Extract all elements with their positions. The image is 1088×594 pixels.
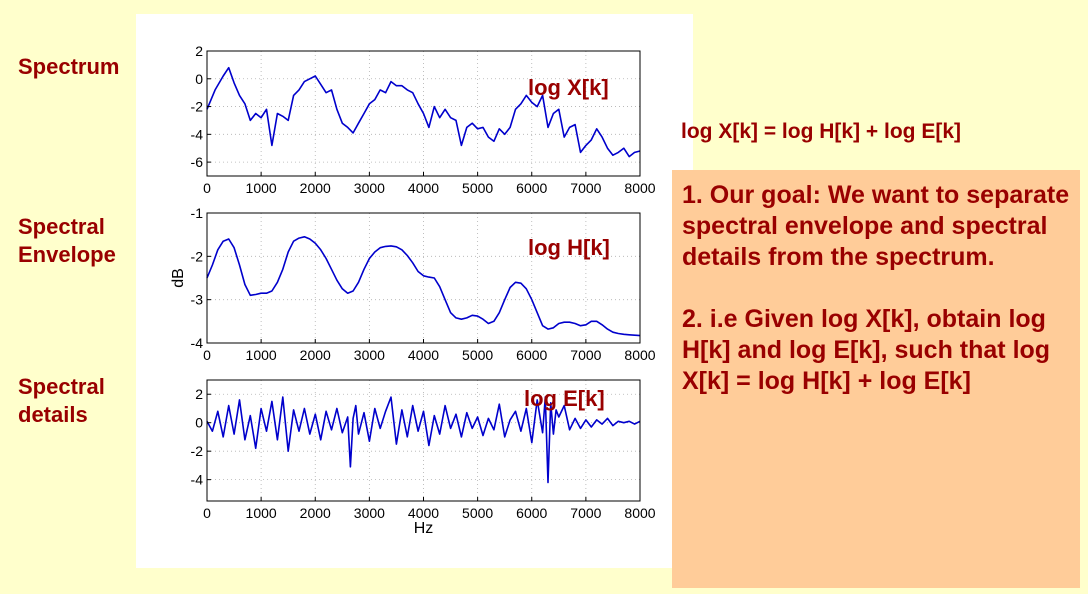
y-tick-label: -6 — [191, 154, 204, 170]
series-line-2 — [206, 236, 641, 337]
x-tick-label: 1000 — [246, 180, 277, 196]
x-tick-label: 7000 — [570, 505, 601, 521]
info-point-1: 1. Our goal: We want to separate spectra… — [682, 181, 1070, 271]
x-tick-label: 3000 — [354, 180, 385, 196]
equation-text: log X[k] = log H[k] + log E[k] — [681, 120, 962, 143]
label-spectral-details: Spectral details — [18, 373, 105, 429]
info-point-2: 2. i.e Given log X[k], obtain log H[k] a… — [682, 305, 1051, 395]
label-envelope-line1: Spectral — [18, 214, 105, 239]
y-tick-label: -2 — [191, 248, 204, 264]
label-spectral-envelope: Spectral Envelope — [18, 213, 116, 269]
y-tick-label: 2 — [195, 43, 203, 59]
x-tick-label: 6000 — [516, 180, 547, 196]
label-spectrum-text: Spectrum — [18, 54, 120, 79]
x-tick-label: 4000 — [408, 347, 439, 363]
x-tick-label: 7000 — [570, 347, 601, 363]
y-tick-label: 0 — [195, 415, 203, 431]
x-tick-label: 7000 — [570, 180, 601, 196]
x-tick-label: 1000 — [246, 347, 277, 363]
y-tick-label: -3 — [191, 292, 204, 308]
x-tick-label: 6000 — [516, 347, 547, 363]
y-tick-label: -4 — [191, 472, 204, 488]
x-tick-label: 8000 — [624, 347, 655, 363]
x-tick-label: 8000 — [624, 505, 655, 521]
x-axis-label: Hz — [414, 520, 434, 537]
x-tick-label: 2000 — [300, 505, 331, 521]
x-tick-label: 5000 — [462, 505, 493, 521]
info-box: 1. Our goal: We want to separate spectra… — [672, 170, 1080, 588]
y-tick-label: -2 — [191, 99, 204, 115]
series-line-3 — [206, 396, 641, 484]
label-envelope-line2: Envelope — [18, 242, 116, 267]
x-tick-label: 0 — [203, 505, 211, 521]
x-tick-label: 0 — [203, 180, 211, 196]
x-tick-label: 1000 — [246, 505, 277, 521]
label-details-line1: Spectral — [18, 374, 105, 399]
x-tick-label: 5000 — [462, 180, 493, 196]
x-tick-label: 3000 — [354, 505, 385, 521]
x-tick-label: 3000 — [354, 347, 385, 363]
figure-panel: 0 1000 2000 3000 4000 5000 6000 7000 8000 2 0 -2 -4-… — [136, 14, 693, 568]
x-tick-label: 2000 — [300, 347, 331, 363]
y-tick-label: 2 — [195, 386, 203, 402]
y-tick-label: 0 — [195, 71, 203, 87]
y-tick-label: -2 — [191, 443, 204, 459]
x-tick-label: 0 — [203, 347, 211, 363]
y-axis-label: dB — [170, 268, 187, 288]
x-tick-label: 5000 — [462, 347, 493, 363]
label-spectrum: Spectrum — [18, 53, 119, 81]
x-tick-label: 6000 — [516, 505, 547, 521]
x-tick-label: 4000 — [408, 180, 439, 196]
y-tick-label: -4 — [191, 335, 204, 351]
x-tick-label: 4000 — [408, 505, 439, 521]
plot-overlay-label: log X[k] — [528, 75, 609, 100]
spectrum-charts: 0 1000 2000 3000 4000 5000 6000 7000 800020-2-4-… — [170, 43, 656, 537]
y-tick-label: -1 — [191, 205, 204, 221]
plot-overlay-label: log H[k] — [528, 235, 610, 260]
label-details-line2: details — [18, 402, 88, 427]
series-line-1 — [206, 66, 641, 158]
x-tick-label: 8000 — [624, 180, 655, 196]
y-tick-label: -4 — [191, 126, 204, 142]
plot-overlay-label: log E[k] — [524, 386, 605, 411]
x-tick-label: 2000 — [300, 180, 331, 196]
